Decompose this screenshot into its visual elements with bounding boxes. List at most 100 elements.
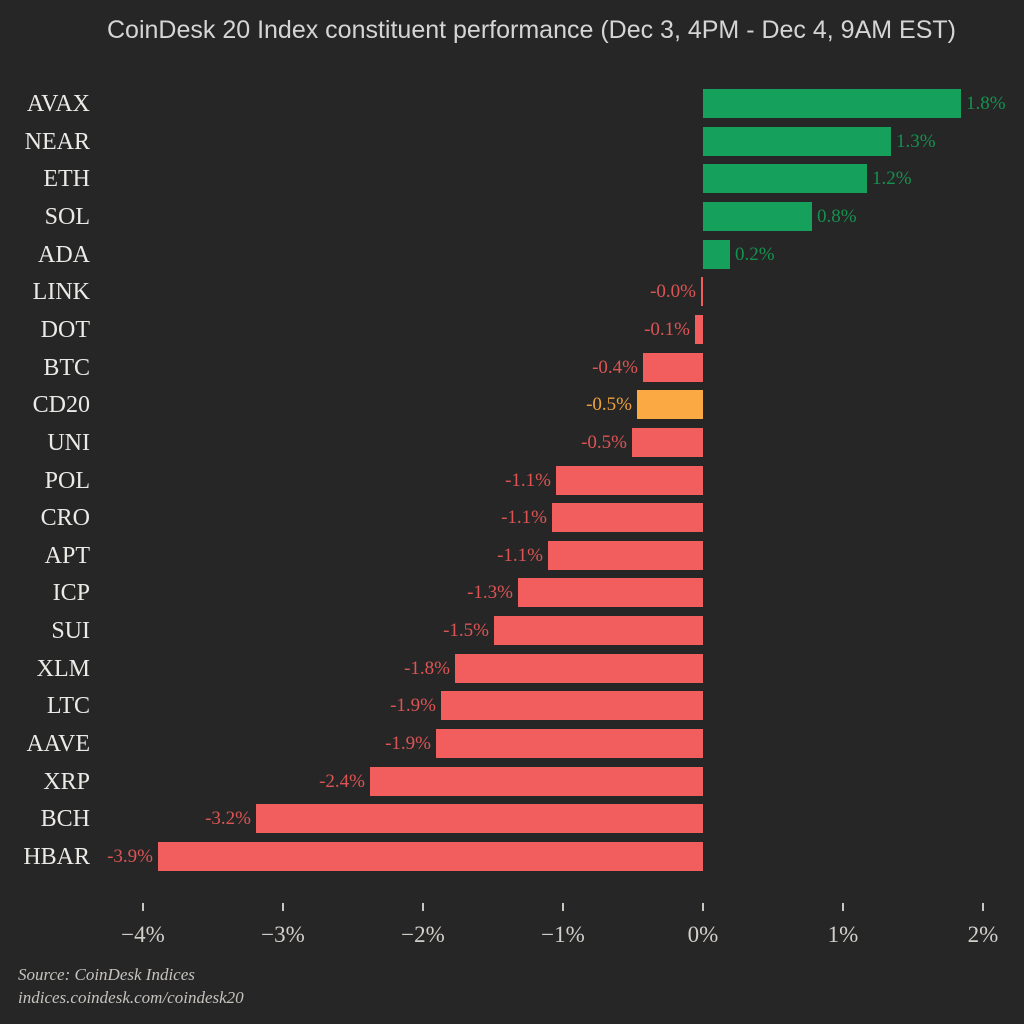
value-label-hbar: -3.9% bbox=[107, 846, 153, 867]
bar-xrp bbox=[370, 767, 703, 796]
value-label-btc: -0.4% bbox=[592, 357, 638, 378]
category-label-near: NEAR bbox=[24, 129, 90, 155]
value-label-sol: 0.8% bbox=[817, 206, 857, 227]
x-tick-label: −1% bbox=[541, 922, 585, 947]
category-label-cd20: CD20 bbox=[32, 392, 90, 418]
bar-row-ada: ADA 0.2% bbox=[0, 240, 1024, 269]
category-label-apt: APT bbox=[44, 543, 90, 569]
bar-row-xrp: XRP -2.4% bbox=[0, 767, 1024, 796]
category-label-ltc: LTC bbox=[46, 693, 90, 719]
category-label-sui: SUI bbox=[51, 618, 90, 644]
value-label-cd20: -0.5% bbox=[586, 394, 632, 415]
bar-row-aave: AAVE -1.9% bbox=[0, 729, 1024, 758]
bar-row-btc: BTC -0.4% bbox=[0, 353, 1024, 382]
chart-title: CoinDesk 20 Index constituent performanc… bbox=[107, 16, 956, 44]
bar-hbar bbox=[158, 842, 703, 871]
bar-row-ltc: LTC -1.9% bbox=[0, 691, 1024, 720]
value-label-xlm: -1.8% bbox=[404, 658, 450, 679]
category-label-btc: BTC bbox=[43, 355, 90, 381]
value-label-xrp: -2.4% bbox=[319, 771, 365, 792]
bar-bch bbox=[256, 804, 703, 833]
bar-eth bbox=[703, 164, 867, 193]
source-line-2: indices.coindesk.com/coindesk20 bbox=[18, 988, 244, 1007]
bar-sui bbox=[494, 616, 703, 645]
category-label-sol: SOL bbox=[44, 204, 90, 230]
value-label-cro: -1.1% bbox=[501, 507, 547, 528]
value-label-dot: -0.1% bbox=[644, 319, 690, 340]
bar-apt bbox=[548, 541, 703, 570]
category-label-icp: ICP bbox=[52, 580, 90, 606]
value-label-icp: -1.3% bbox=[467, 582, 513, 603]
bar-xlm bbox=[455, 654, 703, 683]
category-label-hbar: HBAR bbox=[23, 844, 90, 870]
category-label-pol: POL bbox=[44, 468, 90, 494]
x-tick-mark bbox=[982, 903, 984, 911]
source-line-1: Source: CoinDesk Indices bbox=[18, 965, 195, 984]
bar-row-sol: SOL 0.8% bbox=[0, 202, 1024, 231]
bar-row-pol: POL -1.1% bbox=[0, 466, 1024, 495]
x-tick-label: 1% bbox=[827, 922, 859, 947]
category-label-xlm: XLM bbox=[36, 656, 90, 682]
category-label-bch: BCH bbox=[40, 806, 90, 832]
category-label-ada: ADA bbox=[38, 242, 90, 268]
bar-row-hbar: HBAR -3.9% bbox=[0, 842, 1024, 871]
value-label-pol: -1.1% bbox=[505, 470, 551, 491]
bar-near bbox=[703, 127, 891, 156]
category-label-dot: DOT bbox=[40, 317, 90, 343]
value-label-bch: -3.2% bbox=[205, 808, 251, 829]
source-note: Source: CoinDesk Indices indices.coindes… bbox=[18, 963, 244, 1009]
bar-row-cro: CRO -1.1% bbox=[0, 503, 1024, 532]
value-label-uni: -0.5% bbox=[581, 432, 627, 453]
bar-icp bbox=[518, 578, 703, 607]
bar-row-sui: SUI -1.5% bbox=[0, 616, 1024, 645]
x-tick-mark bbox=[562, 903, 564, 911]
value-label-sui: -1.5% bbox=[443, 620, 489, 641]
bar-aave bbox=[436, 729, 703, 758]
bar-uni bbox=[632, 428, 703, 457]
category-label-eth: ETH bbox=[43, 166, 90, 192]
value-label-ltc: -1.9% bbox=[390, 695, 436, 716]
value-label-avax: 1.8% bbox=[966, 93, 1006, 114]
value-label-eth: 1.2% bbox=[872, 168, 912, 189]
bar-avax bbox=[703, 89, 961, 118]
category-label-avax: AVAX bbox=[26, 91, 90, 117]
bar-ltc bbox=[441, 691, 703, 720]
category-label-xrp: XRP bbox=[43, 769, 90, 795]
bar-row-uni: UNI -0.5% bbox=[0, 428, 1024, 457]
bar-row-avax: AVAX 1.8% bbox=[0, 89, 1024, 118]
value-label-ada: 0.2% bbox=[735, 244, 775, 265]
bar-row-dot: DOT -0.1% bbox=[0, 315, 1024, 344]
bar-dot bbox=[695, 315, 703, 344]
bar-link bbox=[701, 277, 703, 306]
x-tick-mark bbox=[702, 903, 704, 911]
bar-row-icp: ICP -1.3% bbox=[0, 578, 1024, 607]
x-tick-label: −4% bbox=[121, 922, 165, 947]
bar-row-cd20: CD20 -0.5% bbox=[0, 390, 1024, 419]
bar-row-link: LINK -0.0% bbox=[0, 277, 1024, 306]
bar-row-apt: APT -1.1% bbox=[0, 541, 1024, 570]
x-tick-label: −2% bbox=[401, 922, 445, 947]
x-tick-label: 2% bbox=[967, 922, 999, 947]
bar-btc bbox=[643, 353, 703, 382]
bar-row-xlm: XLM -1.8% bbox=[0, 654, 1024, 683]
x-tick-label: 0% bbox=[687, 922, 719, 947]
x-tick-mark bbox=[842, 903, 844, 911]
value-label-near: 1.3% bbox=[896, 131, 936, 152]
category-label-uni: UNI bbox=[47, 430, 90, 456]
value-label-link: -0.0% bbox=[650, 281, 696, 302]
x-tick-mark bbox=[282, 903, 284, 911]
bar-row-eth: ETH 1.2% bbox=[0, 164, 1024, 193]
x-tick-mark bbox=[422, 903, 424, 911]
bar-pol bbox=[556, 466, 703, 495]
bar-cro bbox=[552, 503, 703, 532]
x-tick-label: −3% bbox=[261, 922, 305, 947]
category-label-cro: CRO bbox=[40, 505, 90, 531]
bar-sol bbox=[703, 202, 812, 231]
bar-cd20 bbox=[637, 390, 703, 419]
category-label-aave: AAVE bbox=[26, 731, 90, 757]
bar-row-bch: BCH -3.2% bbox=[0, 804, 1024, 833]
value-label-aave: -1.9% bbox=[385, 733, 431, 754]
value-label-apt: -1.1% bbox=[497, 545, 543, 566]
bar-ada bbox=[703, 240, 730, 269]
